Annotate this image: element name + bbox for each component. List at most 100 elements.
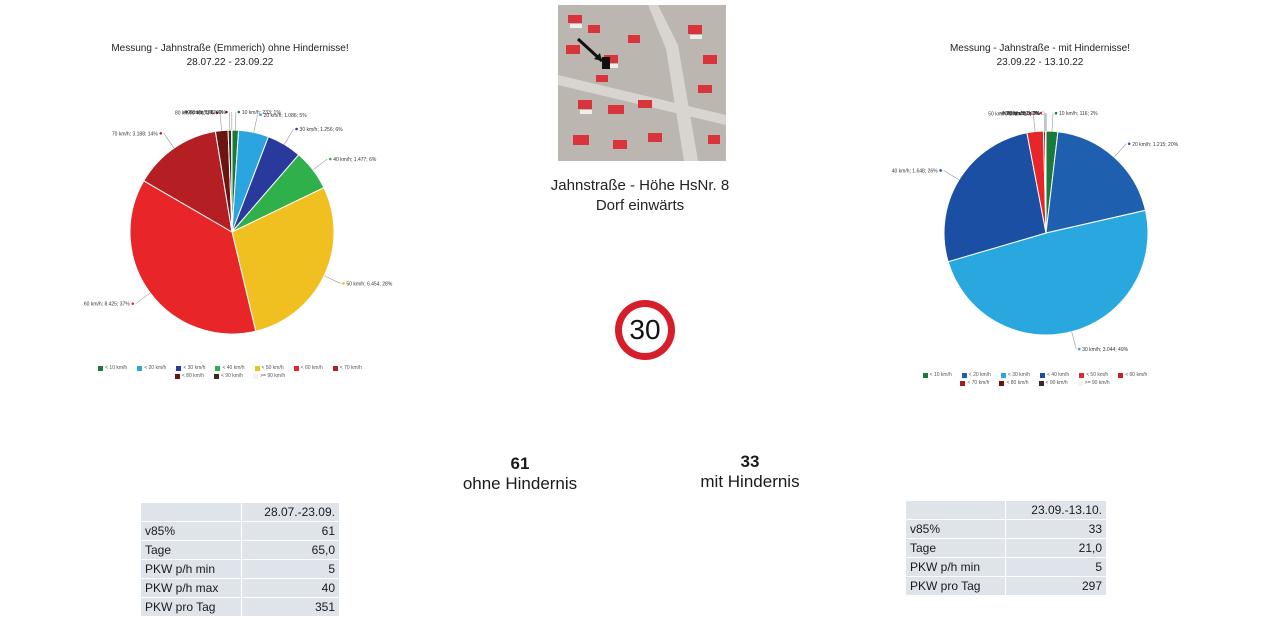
legend-item: < 60 km/h <box>1118 372 1147 378</box>
legend-label: < 70 km/h <box>339 365 362 371</box>
legend-item: < 20 km/h <box>137 365 166 371</box>
table-cell-value: 5 <box>241 559 340 579</box>
pie-label-marker <box>1127 142 1131 146</box>
table-cell-label: Tage <box>139 540 243 560</box>
pie-data-label: 80 km/h; 0; 0% <box>1007 111 1041 117</box>
table-cell-value: 61 <box>241 521 340 541</box>
left-chart-title-line2: 28.07.22 - 23.09.22 <box>186 57 274 68</box>
legend-item: < 50 km/h <box>1079 372 1108 378</box>
v85-with-obstacle: 33 <box>740 452 760 471</box>
left-stats-table: 28.07.-23.09. v85% 61 Tage 65,0 PKW p/h … <box>139 502 340 617</box>
legend-swatch <box>215 365 221 371</box>
legend-swatch <box>1000 372 1006 378</box>
pie-leader-line <box>253 114 258 133</box>
pie-label-marker <box>295 127 298 131</box>
table-cell-value: 65,0 <box>241 540 340 560</box>
legend-swatch <box>999 380 1005 386</box>
pie-label-marker <box>1041 111 1045 115</box>
table-cell-label: PKW p/h min <box>904 557 1007 577</box>
legend-swatch <box>98 365 104 371</box>
table-cell-value: 40 <box>241 578 340 598</box>
pie-slice <box>143 130 233 233</box>
legend-item: < 50 km/h <box>254 365 284 371</box>
pie-data-label: 70 km/h; 5; 0% <box>1006 111 1040 117</box>
legend-swatch <box>1077 380 1083 386</box>
pie-data-label: 20 km/h; 1.215; 20% <box>1132 142 1178 148</box>
legend-label: < 20 km/h <box>968 372 991 378</box>
pie-leader-line <box>219 112 223 131</box>
pie-leader-line <box>312 158 328 171</box>
legend-swatch <box>176 365 182 371</box>
location-caption-line2: Dorf einwärts <box>595 197 685 214</box>
pie-data-label: >= 90 km/h; 0; 0% <box>999 111 1040 117</box>
legend-label: >= 90 km/h <box>1084 380 1110 386</box>
legend-item: < 10 km/h <box>922 372 952 378</box>
legend-swatch <box>1079 372 1085 378</box>
legend-label: < 50 km/h <box>261 365 284 371</box>
comparison-with-obstacle: 33 mit Hindernis <box>660 452 840 492</box>
table-cell-label: PKW pro Tag <box>139 597 243 617</box>
pie-label-marker <box>237 110 241 114</box>
legend-label: < 90 km/h <box>220 373 244 379</box>
legend-item: < 10 km/h <box>98 365 127 371</box>
table-row: Tage 21,0 <box>904 538 1107 558</box>
legend-item: < 90 km/h <box>213 373 244 379</box>
table-row: v85% 33 <box>904 519 1107 539</box>
aerial-photo <box>558 5 726 161</box>
pie-label-marker <box>1077 347 1081 351</box>
table-cell-label: PKW pro Tag <box>904 576 1007 596</box>
pie-data-label: 40 km/h; 1.477; 6% <box>333 157 377 163</box>
legend-label: < 90 km/h <box>1045 380 1068 386</box>
legend-item: < 90 km/h <box>1038 380 1068 386</box>
pie-leader-line <box>284 128 294 145</box>
table-cell-label: Tage <box>904 538 1007 558</box>
pie-data-label: 40 km/h; 1.648; 26% <box>892 168 938 174</box>
pie-leader-line <box>324 275 341 284</box>
aerial-photo-illustration <box>558 5 726 161</box>
table-row: PKW p/h min 5 <box>904 557 1107 577</box>
legend-swatch <box>1118 372 1124 378</box>
legend-item: < 60 km/h <box>293 365 323 371</box>
pie-data-label: 90 km/h; 0; 0% <box>1007 111 1041 117</box>
pie-label-marker <box>215 111 219 114</box>
table-row: v85% 61 <box>139 521 340 541</box>
pie-data-label: 30 km/h; 1.256; 6% <box>300 127 344 133</box>
table-cell-label: v85% <box>904 519 1007 539</box>
pie-leader-line <box>163 133 175 149</box>
legend-swatch <box>332 365 338 371</box>
pie-label-marker <box>225 110 228 114</box>
table-cell <box>139 502 243 522</box>
pie-slice <box>943 132 1047 263</box>
legend-label: < 50 km/h <box>1086 372 1109 378</box>
pie-slice <box>1045 131 1147 234</box>
table-header-row: 28.07.-23.09. <box>139 502 340 522</box>
pie-data-label: 10 km/h; 116; 2% <box>1059 111 1098 117</box>
legend-swatch <box>253 373 259 379</box>
legend-item: < 80 km/h <box>174 373 204 379</box>
pie-leader-line <box>1113 143 1127 158</box>
right-pie-chart: 10 km/h; 116; 2% 20 km/h; 1.215; 20% 30 km… <box>892 111 1179 353</box>
pie-data-label: 10 km/h; 233; 1% <box>242 110 281 116</box>
pie-slice <box>1044 130 1047 234</box>
legend-swatch <box>961 372 967 378</box>
pie-leader-line <box>1032 113 1036 132</box>
legend-label: >= 90 km/h <box>260 373 286 379</box>
legend-swatch <box>1040 372 1045 378</box>
table-header-row: 23.09.-13.10. <box>904 500 1107 520</box>
pie-slice <box>129 180 257 335</box>
pie-leader-line <box>234 112 237 131</box>
pie-leader-line <box>135 292 151 304</box>
legend-item: < 30 km/h <box>176 365 205 371</box>
pie-data-label: >= 90 km/h; 12; 0% <box>182 110 226 116</box>
table-cell-value: 33 <box>1005 519 1107 539</box>
legend-label: < 80 km/h <box>181 373 204 379</box>
legend-label: < 60 km/h <box>1125 372 1148 378</box>
left-chart-title-line1: Messung - Jahnstraße (Emmerich) ohne Hin… <box>111 43 349 54</box>
legend-label: < 70 km/h <box>967 380 990 386</box>
table-row: PKW pro Tag 297 <box>904 576 1107 596</box>
legend-label: < 10 km/h <box>929 372 952 378</box>
pie-data-label: 20 km/h; 1.086; 5% <box>264 113 308 119</box>
legend-swatch <box>213 373 219 379</box>
table-header-period: 23.09.-13.10. <box>1005 500 1107 520</box>
legend-label: < 80 km/h <box>1006 380 1029 386</box>
